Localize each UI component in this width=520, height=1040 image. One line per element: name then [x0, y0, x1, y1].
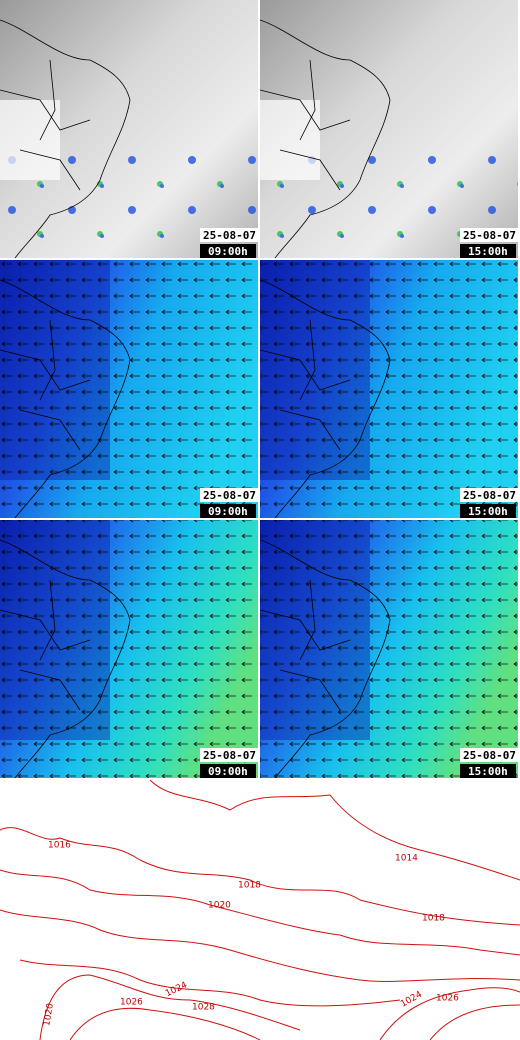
isobar-label: 1028 — [192, 1003, 215, 1013]
land — [0, 100, 60, 180]
date-box — [460, 488, 518, 502]
time-label: 15:00h — [468, 245, 508, 258]
coastline — [0, 539, 131, 778]
coastline — [260, 279, 391, 518]
isobar-label: 1020 — [42, 1002, 56, 1027]
land — [260, 100, 320, 180]
time-label: 09:00h — [208, 505, 248, 518]
map-panel: 25-08-07 09:00h — [0, 260, 258, 518]
time-box — [200, 244, 256, 258]
isobar-label: 1018 — [422, 914, 445, 924]
wind-arrows — [0, 520, 258, 778]
time-box — [460, 504, 516, 518]
date-box — [460, 228, 518, 242]
time-label: 09:00h — [208, 765, 248, 778]
date-label: 25-08-07 — [203, 229, 256, 242]
state-borders — [260, 319, 351, 451]
date-box — [460, 748, 518, 762]
panel-grid: 25-08-07 09:00h 25-08-07 15:00h 25-08-07 09:0… — [0, 0, 518, 778]
map-panel: 25-08-07 15:00h — [260, 0, 518, 258]
map-panel: 25-08-07 09:00h — [0, 0, 258, 258]
state-borders — [0, 579, 91, 711]
date-label: 25-08-07 — [463, 229, 516, 242]
isobar-map: 1016 1014 1018 1020 1018 1024 1026 1028 … — [0, 779, 520, 1040]
map-panel: 25-08-07 15:00h — [260, 520, 518, 778]
coastline — [0, 279, 131, 518]
time-box — [200, 764, 256, 778]
date-label: 25-08-07 — [463, 489, 516, 502]
wind-arrows — [260, 260, 518, 518]
coastline — [260, 19, 391, 258]
isobar-label: 1020 — [208, 901, 231, 911]
state-borders — [260, 579, 351, 711]
time-label: 15:00h — [468, 765, 508, 778]
map-panel: 25-08-07 15:00h — [260, 260, 518, 518]
map-panel: 25-08-07 09:00h — [0, 520, 258, 778]
isobar-label: 1026 — [120, 998, 143, 1008]
state-borders — [0, 319, 91, 451]
time-label: 15:00h — [468, 505, 508, 518]
isobar-label: 1014 — [395, 854, 418, 864]
coastline — [0, 19, 131, 258]
wind-arrows — [0, 260, 258, 518]
date-label: 25-08-07 — [203, 489, 256, 502]
time-box — [460, 764, 516, 778]
date-label: 25-08-07 — [463, 749, 516, 762]
time-box — [460, 244, 516, 258]
date-box — [200, 228, 258, 242]
wind-arrows — [260, 520, 518, 778]
time-label: 09:00h — [208, 245, 248, 258]
time-box — [200, 504, 256, 518]
date-box — [200, 488, 258, 502]
date-box — [200, 748, 258, 762]
coastline — [260, 539, 391, 778]
state-borders — [0, 59, 91, 191]
isobar-label: 1018 — [238, 881, 261, 891]
isobar-label: 1016 — [48, 841, 71, 851]
date-label: 25-08-07 — [203, 749, 256, 762]
isobar-label: 1026 — [436, 994, 459, 1004]
state-borders — [260, 59, 351, 191]
